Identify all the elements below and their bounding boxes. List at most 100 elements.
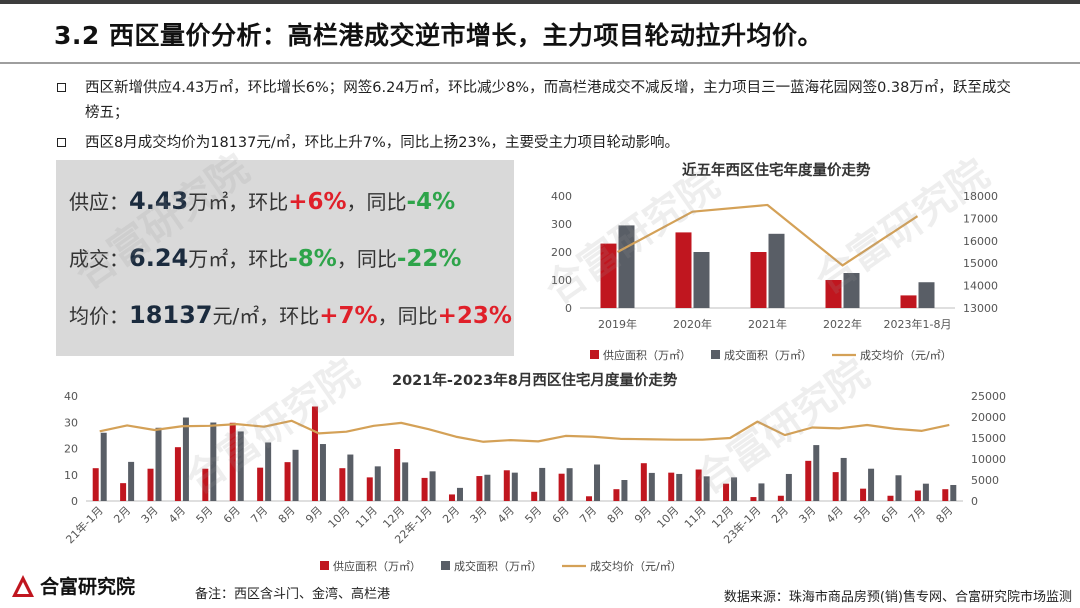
- x-tick-label: 4月: [824, 504, 846, 526]
- deal-bar: [648, 472, 655, 501]
- supply-bar: [531, 491, 538, 501]
- x-tick-label: 7月: [248, 504, 270, 526]
- supply-bar: [723, 483, 730, 501]
- supply-bar: [695, 469, 702, 501]
- deal-bar: [676, 473, 683, 501]
- logo-mark-icon: [12, 574, 34, 597]
- deal-bar: [128, 461, 135, 501]
- bullet-square-icon: [57, 83, 66, 92]
- supply-bar: [777, 495, 784, 501]
- y-left-tick-label: 40: [64, 390, 78, 403]
- supply-bar: [311, 406, 318, 501]
- deal-bar: [319, 444, 326, 501]
- legend-label: 成交均价（元/㎡）: [590, 559, 682, 573]
- supply-bar: [202, 468, 209, 501]
- supply-bar: [257, 467, 264, 501]
- x-tick-label: 3月: [139, 504, 161, 526]
- deal-bar: [456, 487, 463, 501]
- y-right-tick-label: 15000: [963, 257, 998, 270]
- deal-bar: [840, 457, 847, 501]
- kpi-label: 均价：: [69, 304, 129, 328]
- y-left-tick-label: 0: [565, 302, 572, 315]
- kpi-row-deal: 成交：6.24万㎡，环比-8%，同比-22%: [69, 243, 461, 272]
- title-divider: [0, 62, 1080, 64]
- deal-bar: [843, 273, 860, 308]
- annual-chart: 0 100 200 300 400 13000 14000 15000 16000 17000 18…: [551, 190, 998, 362]
- y-right-tick-label: 14000: [963, 280, 998, 293]
- top-accent-bar: [0, 0, 1080, 4]
- monthly-chart-title: 2021年-2023年8月西区住宅月度量价走势: [392, 373, 678, 389]
- kpi-yoy-value: +23%: [437, 303, 512, 329]
- kpi-mom-value: +7%: [319, 303, 378, 329]
- kpi-yoy-label: 同比: [366, 190, 407, 214]
- deal-bar: [539, 467, 546, 501]
- kpi-yoy-value: -4%: [406, 189, 456, 215]
- kpi-label: 供应：: [69, 190, 129, 214]
- kpi-yoy-label: 同比: [356, 247, 397, 271]
- company-logo: 合富研究院: [10, 572, 135, 599]
- deal-bar: [621, 480, 628, 501]
- x-tick-label: 11月: [353, 504, 380, 531]
- y-left-tick-label: 30: [64, 416, 78, 429]
- legend-label: 成交均价（元/㎡）: [860, 348, 952, 362]
- supply-bar: [174, 447, 181, 501]
- y-right-tick-label: 13000: [963, 302, 998, 315]
- y-left-tick-label: 400: [551, 190, 572, 203]
- supply-bar: [914, 490, 921, 501]
- supply-bar: [668, 472, 675, 501]
- supply-bar: [339, 468, 346, 501]
- x-tick-label: 6月: [879, 504, 901, 526]
- y-right-tick-label: 10000: [971, 453, 1006, 466]
- deal-bar: [868, 468, 875, 501]
- x-tick-label: 2019年: [598, 317, 637, 331]
- supply-bar: [147, 468, 154, 501]
- deal-bar: [813, 445, 820, 501]
- supply-bar: [887, 495, 894, 501]
- supply-bar: [832, 472, 839, 501]
- deal-bar: [100, 432, 107, 501]
- x-tick-label: 2020年: [673, 317, 712, 331]
- legend-label: 成交面积（万㎡）: [454, 559, 542, 573]
- x-tick-label: 3月: [468, 504, 490, 526]
- deal-bar: [922, 483, 929, 501]
- y-left-tick-label: 0: [71, 495, 78, 508]
- deal-bar: [693, 252, 710, 308]
- kpi-mom-label: 环比: [248, 190, 289, 214]
- bullet-supply-deal: 西区新增供应4.43万㎡，环比增长6%；网签6.24万㎡，环比减少8%，而高栏港…: [57, 76, 1017, 126]
- supply-bar: [640, 463, 647, 501]
- x-tick-label: 5月: [522, 504, 544, 526]
- x-tick-label: 2月: [440, 504, 462, 526]
- kpi-unit: 万㎡，: [188, 247, 249, 271]
- x-tick-label: 3月: [796, 504, 818, 526]
- x-tick-label: 7月: [906, 504, 928, 526]
- kpi-row-supply: 供应：4.43万㎡，环比+6%，同比-4%: [69, 186, 455, 215]
- supply-bar: [503, 470, 510, 501]
- deal-bar: [237, 431, 244, 501]
- y-left-tick-label: 100: [551, 274, 572, 287]
- x-tick-label: 8月: [276, 504, 298, 526]
- deal-bar: [731, 477, 738, 501]
- price-line: [616, 203, 919, 267]
- kpi-value: 18137: [129, 301, 213, 329]
- deal-bar: [429, 471, 436, 501]
- x-tick-label: 8月: [605, 504, 627, 526]
- bullet-text: 西区8月成交均价为18137元/㎡，环比上升7%，同比上扬23%，主要受主力项目…: [85, 135, 679, 151]
- y-right-tick-label: 0: [971, 495, 978, 508]
- x-tick-label: 4月: [166, 504, 188, 526]
- deal-bar: [210, 422, 217, 501]
- kpi-unit: 元/㎡，: [212, 304, 280, 328]
- deal-bar: [374, 466, 381, 501]
- deal-bar: [566, 468, 573, 501]
- deal-bar: [265, 442, 272, 501]
- y-left-tick-label: 10: [64, 469, 78, 482]
- supply-bar: [613, 489, 620, 501]
- x-tick-label: 11月: [682, 504, 709, 531]
- deal-bar: [347, 454, 354, 501]
- logo-text: 合富研究院: [40, 576, 136, 598]
- x-tick-label: 2022年: [823, 317, 862, 331]
- deal-bar: [155, 427, 162, 501]
- deal-bar: [758, 483, 765, 501]
- x-tick-label: 8月: [933, 504, 955, 526]
- data-source: 数据来源：珠海市商品房预(销)售专网、合富研究院市场监测: [723, 590, 1072, 605]
- x-tick-label: 5月: [194, 504, 216, 526]
